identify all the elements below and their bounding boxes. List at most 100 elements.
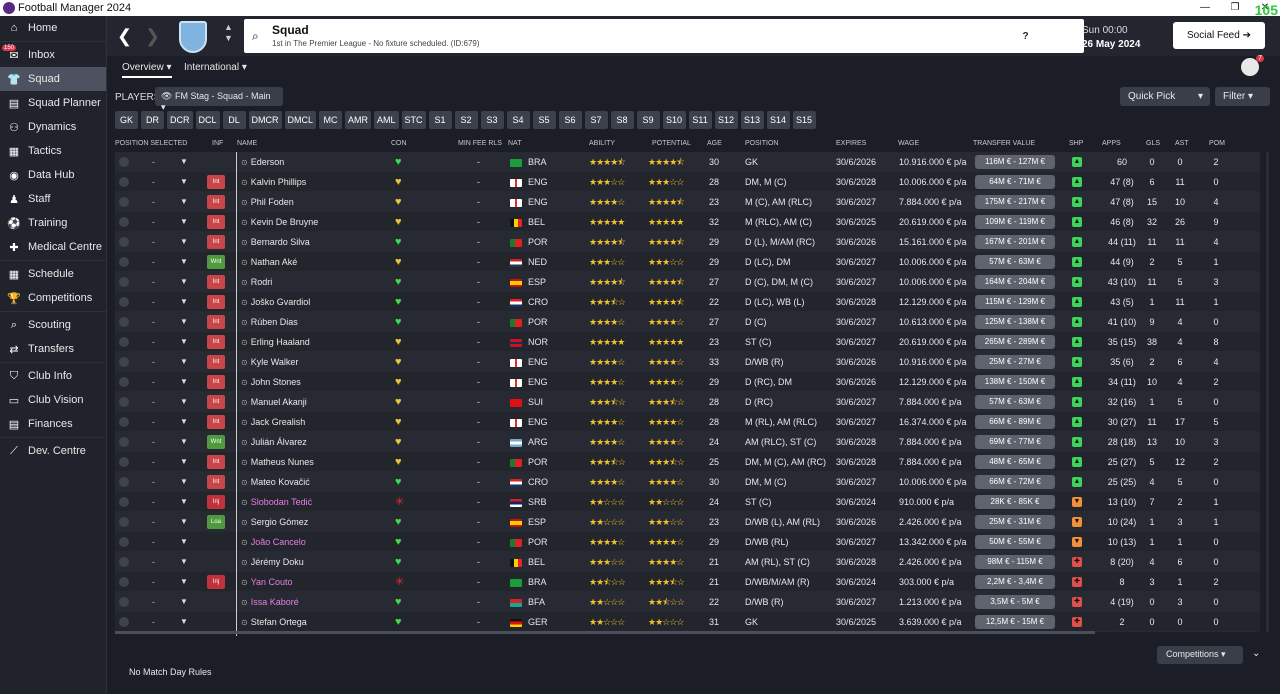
table-row[interactable]: - ▼ ⊙ João Cancelo ♥ - POR ★★★★☆ ★★★★☆ 29 D/WB (RL… [115, 532, 1260, 552]
select-checkbox[interactable] [119, 617, 129, 627]
position-button-s12[interactable]: S12 [714, 111, 738, 129]
position-button-s9[interactable]: S9 [636, 111, 660, 129]
table-row[interactable]: - ▼ ⊙ Stefan Ortega ♥ - GER ★★☆☆☆ ★★☆☆☆ 31 GK 30/6/… [115, 612, 1260, 632]
col-position[interactable]: POSITION [745, 140, 779, 147]
col-ast[interactable]: AST [1175, 140, 1189, 147]
col-apps[interactable]: APPS [1102, 140, 1121, 147]
position-button-dmcl[interactable]: DMCL [284, 111, 317, 129]
sidebar-item-competitions[interactable]: 🏆 Competitions [0, 286, 106, 310]
position-button-s15[interactable]: S15 [792, 111, 816, 129]
manager-avatar[interactable]: 7 [1241, 55, 1264, 76]
select-checkbox[interactable] [119, 177, 129, 187]
position-button-dcr[interactable]: DCR [167, 111, 193, 129]
position-button-s10[interactable]: S10 [662, 111, 686, 129]
position-button-mc[interactable]: MC [319, 111, 343, 129]
sidebar-item-finances[interactable]: ▤ Finances [0, 412, 106, 436]
player-name[interactable]: ⊙ Slobodan Tedić [241, 492, 312, 513]
col-ability[interactable]: ABILITY [589, 140, 616, 147]
chevron-down-icon[interactable]: ▼ [180, 617, 188, 626]
select-checkbox[interactable] [119, 297, 129, 307]
position-button-dr[interactable]: DR [141, 111, 164, 129]
table-row[interactable]: - ▼ ⊙ Ederson ♥ - BRA ★★★★⯪ ★★★★⯪ 30 GK 30/6/2026 10… [115, 152, 1260, 172]
player-name[interactable]: ⊙ Bernardo Silva [241, 232, 310, 253]
player-name[interactable]: ⊙ Manuel Akanji [241, 392, 307, 413]
col-transfer-value[interactable]: TRANSFER VALUE [973, 140, 1036, 147]
game-date[interactable]: Sun 00:00 26 May 2024 [1082, 25, 1141, 50]
player-name[interactable]: ⊙ Kyle Walker [241, 352, 298, 373]
position-button-s2[interactable]: S2 [454, 111, 478, 129]
forward-arrow-icon[interactable]: ❯ [145, 26, 161, 46]
select-checkbox[interactable] [119, 377, 129, 387]
chevron-down-icon[interactable]: ▼ [180, 557, 188, 566]
sidebar-item-schedule[interactable]: ▦ Schedule [0, 262, 106, 286]
select-checkbox[interactable] [119, 477, 129, 487]
table-row[interactable]: - ▼ Int ⊙ John Stones ♥ - ENG ★★★★☆ ★★★★☆ 29 D (RC)… [115, 372, 1260, 392]
player-name[interactable]: ⊙ Nathan Aké [241, 252, 297, 273]
chevron-down-icon[interactable]: ▼ [180, 337, 188, 346]
select-checkbox[interactable] [119, 257, 129, 267]
chevron-down-icon[interactable]: ▼ [180, 437, 188, 446]
position-button-aml[interactable]: AML [374, 111, 399, 129]
position-button-s11[interactable]: S11 [688, 111, 712, 129]
table-row[interactable]: - ▼ Int ⊙ Kevin De Bruyne ♥ - BEL ★★★★★ ★★★★★ 32 M … [115, 212, 1260, 232]
select-checkbox[interactable] [119, 317, 129, 327]
player-name[interactable]: ⊙ Kalvin Phillips [241, 172, 306, 193]
chevron-down-icon[interactable]: ⌄ [1252, 648, 1261, 659]
position-button-s13[interactable]: S13 [740, 111, 764, 129]
table-row[interactable]: - ▼ ⊙ Jérémy Doku ♥ - BEL ★★★☆☆ ★★★★☆ 21 AM (RL), … [115, 552, 1260, 572]
player-name[interactable]: ⊙ Phil Foden [241, 192, 294, 213]
club-switcher-icon[interactable]: ▲ ▼ [224, 22, 233, 43]
chevron-down-icon[interactable]: ▼ [180, 357, 188, 366]
sidebar-item-tactics[interactable]: ▦ Tactics [0, 139, 106, 163]
chevron-down-icon[interactable]: ▼ [180, 297, 188, 306]
player-name[interactable]: ⊙ Yan Couto [241, 572, 293, 593]
player-name[interactable]: ⊙ Matheus Nunes [241, 452, 314, 473]
table-row[interactable]: - ▼ Int ⊙ Phil Foden ♥ - ENG ★★★★☆ ★★★★⯪ 23 M (C), … [115, 192, 1260, 212]
position-button-stc[interactable]: STC [401, 111, 426, 129]
view-selector[interactable]: 👁 FM Stag - Squad - Main ▾ [155, 87, 283, 112]
select-checkbox[interactable] [119, 357, 129, 367]
chevron-down-icon[interactable]: ▼ [180, 597, 188, 606]
select-checkbox[interactable] [119, 497, 129, 507]
select-checkbox[interactable] [119, 157, 129, 167]
select-checkbox[interactable] [119, 397, 129, 407]
table-row[interactable]: - ▼ Loa ⊙ Sergio Gómez ♥ - ESP ★★☆☆☆ ★★★☆☆ 23 D/WB … [115, 512, 1260, 532]
player-name[interactable]: ⊙ John Stones [241, 372, 301, 393]
player-name[interactable]: ⊙ Rodri [241, 272, 272, 293]
select-checkbox[interactable] [119, 277, 129, 287]
position-button-s8[interactable]: S8 [610, 111, 634, 129]
sidebar-item-medical-centre[interactable]: ✚ Medical Centre [0, 235, 106, 259]
award-icon[interactable]: ✪ [987, 28, 998, 42]
position-button-dl[interactable]: DL [222, 111, 246, 129]
select-checkbox[interactable] [119, 597, 129, 607]
position-button-s3[interactable]: S3 [480, 111, 504, 129]
player-name[interactable]: ⊙ Issa Kaboré [241, 592, 299, 613]
player-name[interactable]: ⊙ Rúben Dias [241, 312, 298, 333]
chevron-down-icon[interactable]: ▼ [180, 397, 188, 406]
sidebar-item-transfers[interactable]: ⇄ Transfers [0, 337, 106, 361]
position-button-dcl[interactable]: DCL [195, 111, 220, 129]
col-inf[interactable]: INF [212, 140, 224, 147]
table-row[interactable]: - ▼ Int ⊙ Mateo Kovačić ♥ - CRO ★★★★☆ ★★★★☆ 30 DM, … [115, 472, 1260, 492]
table-row[interactable]: - ▼ Wnt ⊙ Nathan Aké ♥ - NED ★★★☆☆ ★★★☆☆ 29 D (LC),… [115, 252, 1260, 272]
chevron-down-icon[interactable]: ▼ [180, 417, 188, 426]
select-checkbox[interactable] [119, 537, 129, 547]
sidebar-item-data-hub[interactable]: ◉ Data Hub [0, 163, 106, 187]
back-arrow-icon[interactable]: ❮ [117, 26, 133, 46]
table-row[interactable]: - ▼ Int ⊙ Rodri ♥ - ESP ★★★★⯪ ★★★★⯪ 27 D (C), DM, M… [115, 272, 1260, 292]
select-checkbox[interactable] [119, 197, 129, 207]
sidebar-item-squad-planner[interactable]: ▤ Squad Planner [0, 91, 106, 115]
col-con[interactable]: CON [391, 140, 407, 147]
chevron-down-icon[interactable]: ▼ [180, 377, 188, 386]
chevron-down-icon[interactable]: ▼ [180, 497, 188, 506]
competitions-button[interactable]: Competitions ▾ [1157, 646, 1243, 664]
position-button-s1[interactable]: S1 [428, 111, 452, 129]
col-expires[interactable]: EXPIRES [836, 140, 867, 147]
col-age[interactable]: AGE [707, 140, 722, 147]
tab-overview[interactable]: Overview ▾ [122, 62, 172, 78]
chevron-down-icon[interactable]: ▼ [180, 277, 188, 286]
player-name[interactable]: ⊙ Ederson [241, 152, 284, 173]
sidebar-item-dev-centre[interactable]: ⟋ Dev. Centre [0, 439, 106, 463]
minimize-button[interactable]: — [1200, 2, 1210, 13]
player-name[interactable]: ⊙ Jérémy Doku [241, 552, 304, 573]
